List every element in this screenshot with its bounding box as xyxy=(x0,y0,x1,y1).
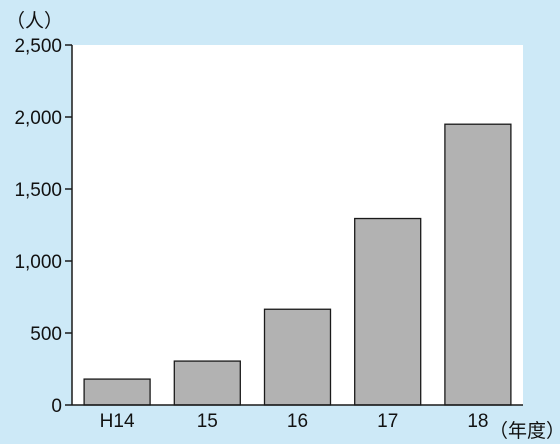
bar-17 xyxy=(354,217,422,406)
y-ticks-group: 0 500 1,000 1,500 2,000 2,500 xyxy=(14,36,72,417)
bar-16 xyxy=(263,308,332,406)
bar-18 xyxy=(444,123,512,406)
axes-group xyxy=(71,45,523,406)
x-tick-label: 15 xyxy=(197,411,218,432)
y-tick-label: 1,000 xyxy=(14,252,62,273)
x-ticks-group: H14 15 16 17 18 xyxy=(100,411,489,432)
y-tick-label: 500 xyxy=(30,324,62,345)
y-tick-label: 2,000 xyxy=(14,108,62,129)
x-tick-label: 17 xyxy=(377,411,398,432)
y-tick-label: 0 xyxy=(51,396,62,417)
y-tick-label: 1,500 xyxy=(14,180,62,201)
x-tick-label: H14 xyxy=(100,411,135,432)
y-axis-unit-label: （人） xyxy=(6,10,63,32)
x-tick-label: 16 xyxy=(287,411,308,432)
y-tick-label: 2,500 xyxy=(14,36,62,57)
bar-H14 xyxy=(83,378,151,406)
x-tick-label: 18 xyxy=(467,411,488,432)
bars-group xyxy=(83,123,512,406)
x-axis-unit-label: （年度） xyxy=(489,420,560,442)
bar-15 xyxy=(173,360,241,406)
